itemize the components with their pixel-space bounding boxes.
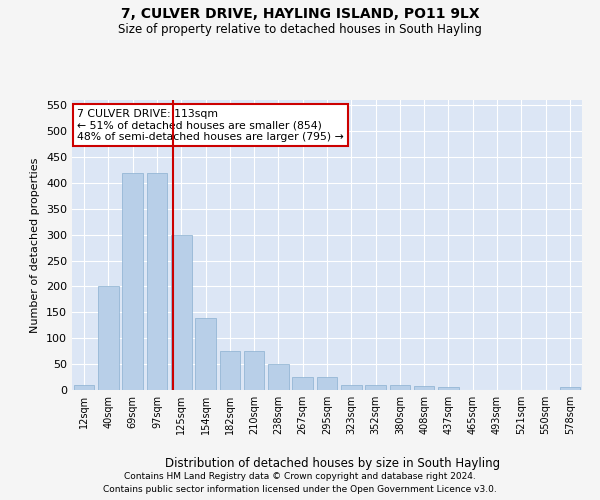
- Bar: [341, 385, 362, 390]
- Bar: [317, 377, 337, 390]
- Bar: [220, 351, 240, 390]
- Bar: [389, 385, 410, 390]
- Text: Contains HM Land Registry data © Crown copyright and database right 2024.: Contains HM Land Registry data © Crown c…: [124, 472, 476, 481]
- Bar: [414, 386, 434, 390]
- Bar: [244, 351, 265, 390]
- Bar: [268, 364, 289, 390]
- Y-axis label: Number of detached properties: Number of detached properties: [31, 158, 40, 332]
- Bar: [195, 318, 216, 390]
- Text: Distribution of detached houses by size in South Hayling: Distribution of detached houses by size …: [166, 458, 500, 470]
- Bar: [146, 172, 167, 390]
- Bar: [122, 172, 143, 390]
- Bar: [171, 234, 191, 390]
- Bar: [438, 388, 459, 390]
- Text: 7, CULVER DRIVE, HAYLING ISLAND, PO11 9LX: 7, CULVER DRIVE, HAYLING ISLAND, PO11 9L…: [121, 8, 479, 22]
- Bar: [365, 385, 386, 390]
- Text: 7 CULVER DRIVE: 113sqm
← 51% of detached houses are smaller (854)
48% of semi-de: 7 CULVER DRIVE: 113sqm ← 51% of detached…: [77, 108, 344, 142]
- Text: Contains public sector information licensed under the Open Government Licence v3: Contains public sector information licen…: [103, 485, 497, 494]
- Bar: [560, 388, 580, 390]
- Bar: [74, 385, 94, 390]
- Bar: [292, 377, 313, 390]
- Text: Size of property relative to detached houses in South Hayling: Size of property relative to detached ho…: [118, 22, 482, 36]
- Bar: [98, 286, 119, 390]
